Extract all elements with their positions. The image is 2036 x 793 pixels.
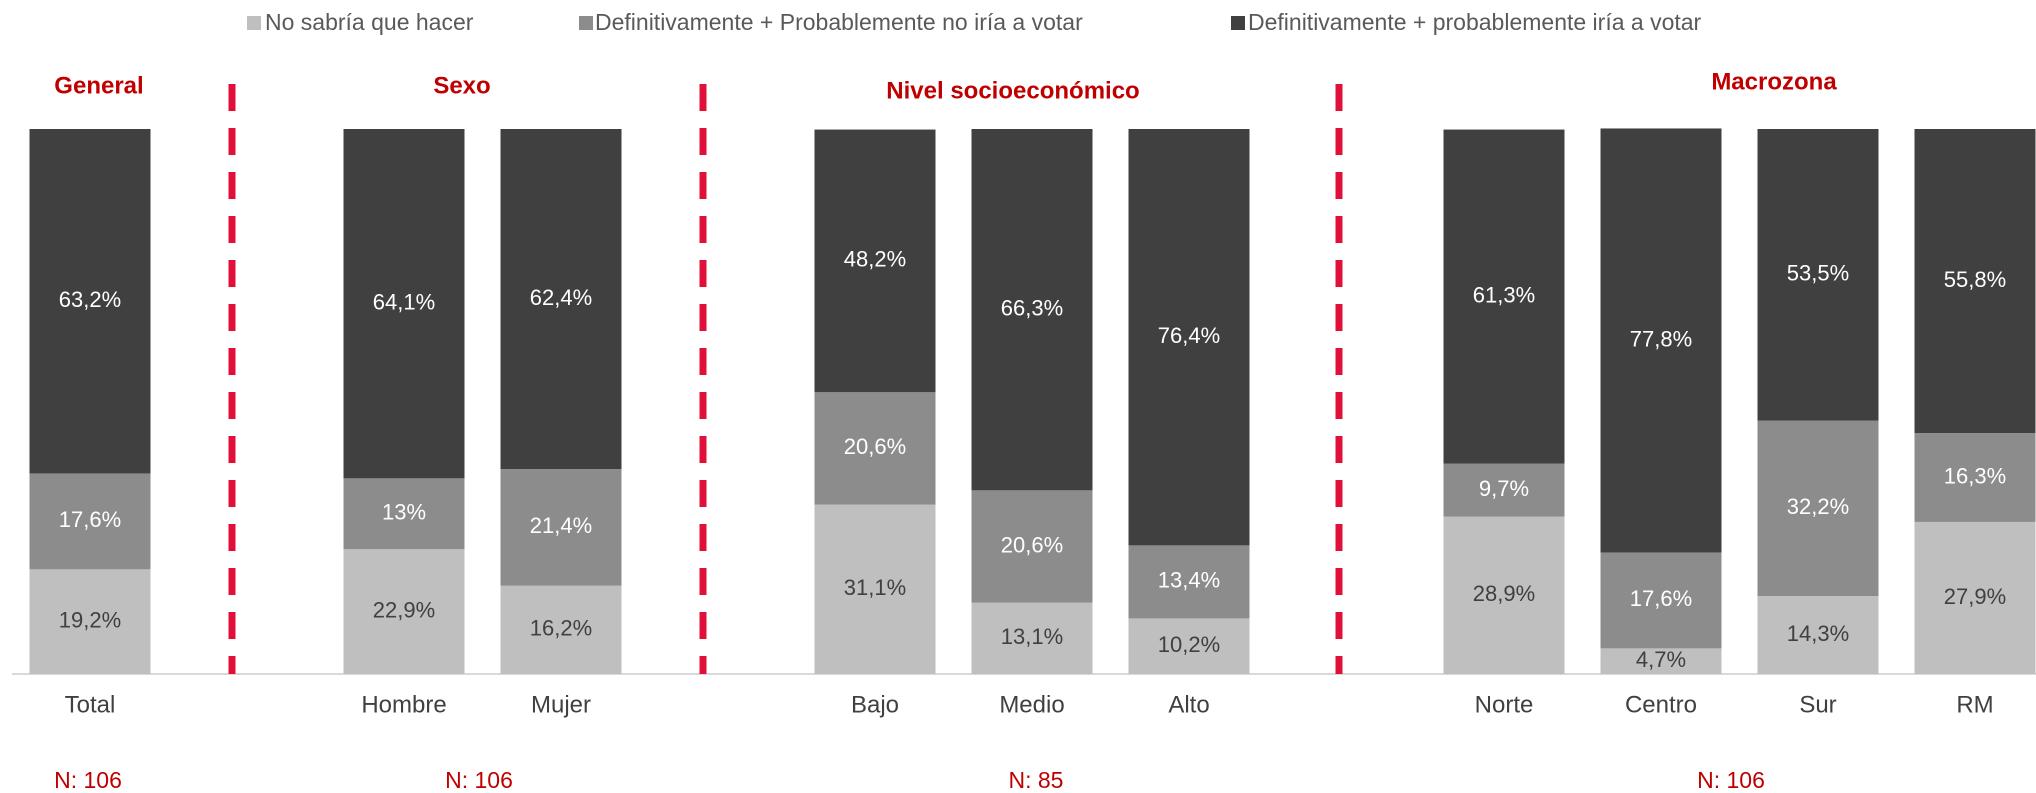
bar-segment bbox=[1128, 545, 1250, 619]
x-tick-label: Norte bbox=[1475, 691, 1534, 718]
data-label: 13,4% bbox=[1158, 568, 1220, 593]
data-label: 13% bbox=[382, 500, 426, 525]
data-label: 16,3% bbox=[1944, 463, 2006, 488]
data-label: 66,3% bbox=[1001, 295, 1063, 320]
data-label: 76,4% bbox=[1158, 323, 1220, 348]
bar-segment bbox=[500, 469, 622, 586]
data-label: 14,3% bbox=[1787, 621, 1849, 646]
bar-segment bbox=[1600, 128, 1722, 553]
bar-segment bbox=[1757, 596, 1879, 674]
legend-swatch bbox=[1231, 16, 1245, 30]
bar-segment bbox=[1914, 129, 2036, 434]
bar-segment bbox=[1443, 516, 1565, 674]
bar-segment bbox=[814, 392, 936, 505]
bar-segment bbox=[1757, 129, 1879, 421]
data-label: 17,6% bbox=[1630, 586, 1692, 611]
group-title: Sexo bbox=[433, 72, 490, 99]
group-n: N: 106 bbox=[1697, 767, 1765, 793]
bar-segment bbox=[500, 129, 622, 470]
x-tick-label: Bajo bbox=[851, 691, 899, 718]
bar-segment bbox=[814, 504, 936, 674]
data-label: 19,2% bbox=[59, 607, 121, 632]
data-label: 10,2% bbox=[1158, 632, 1220, 657]
data-label: 16,2% bbox=[530, 616, 592, 641]
bar-segment bbox=[971, 490, 1093, 603]
x-tick-label: Total bbox=[65, 691, 116, 718]
data-label: 64,1% bbox=[373, 289, 435, 314]
bar-segment bbox=[1914, 521, 2036, 674]
legend-swatch bbox=[579, 16, 593, 30]
bar-segment bbox=[1914, 433, 2036, 522]
data-label: 28,9% bbox=[1473, 581, 1535, 606]
group-n: N: 106 bbox=[54, 767, 122, 793]
bar-segment bbox=[1443, 129, 1565, 464]
bar-segment bbox=[29, 473, 151, 570]
data-label: 63,2% bbox=[59, 287, 121, 312]
data-label: 27,9% bbox=[1944, 584, 2006, 609]
data-label: 13,1% bbox=[1001, 624, 1063, 649]
data-label: 21,4% bbox=[530, 513, 592, 538]
bar-segment bbox=[29, 569, 151, 674]
bar-segment bbox=[1128, 129, 1250, 546]
x-tick-label: RM bbox=[1956, 691, 1993, 718]
bar-segment bbox=[343, 129, 465, 479]
bar-segment bbox=[1443, 463, 1565, 517]
data-label: 32,2% bbox=[1787, 494, 1849, 519]
data-label: 53,5% bbox=[1787, 261, 1849, 286]
legend-swatch bbox=[247, 16, 261, 30]
bar-segment bbox=[971, 602, 1093, 674]
legend-label: Definitivamente + probablemente iría a v… bbox=[1248, 9, 1702, 35]
legend-label: Definitivamente + Probablemente no iría … bbox=[595, 9, 1083, 35]
x-tick-label: Hombre bbox=[361, 691, 446, 718]
bar-segment bbox=[1757, 420, 1879, 597]
data-label: 20,6% bbox=[1001, 532, 1063, 557]
group-n: N: 106 bbox=[445, 767, 513, 793]
group-title: Macrozona bbox=[1711, 68, 1837, 95]
bar-segment bbox=[1600, 552, 1722, 649]
group-n: N: 85 bbox=[1009, 767, 1064, 793]
x-tick-label: Sur bbox=[1799, 691, 1836, 718]
data-label: 9,7% bbox=[1479, 476, 1529, 501]
data-label: 62,4% bbox=[530, 285, 592, 310]
bar-segment bbox=[1600, 648, 1722, 674]
data-label: 17,6% bbox=[59, 507, 121, 532]
x-tick-label: Alto bbox=[1168, 691, 1209, 718]
bar-segment bbox=[343, 549, 465, 674]
x-tick-label: Centro bbox=[1625, 691, 1697, 718]
bar-segment bbox=[814, 129, 936, 393]
data-label: 77,8% bbox=[1630, 326, 1692, 351]
group-title: General bbox=[54, 72, 143, 99]
bar-segment bbox=[971, 129, 1093, 491]
bar-segment bbox=[343, 478, 465, 550]
data-label: 61,3% bbox=[1473, 282, 1535, 307]
data-label: 48,2% bbox=[844, 247, 906, 272]
x-tick-label: Mujer bbox=[531, 691, 591, 718]
data-label: 22,9% bbox=[373, 597, 435, 622]
data-label: 55,8% bbox=[1944, 267, 2006, 292]
data-label: 4,7% bbox=[1636, 647, 1686, 672]
bar-segment bbox=[500, 585, 622, 674]
legend-label: No sabría que hacer bbox=[265, 9, 474, 35]
data-label: 20,6% bbox=[844, 434, 906, 459]
group-title: Nivel socioeconómico bbox=[886, 77, 1139, 104]
data-label: 31,1% bbox=[844, 575, 906, 600]
bar-segment bbox=[29, 129, 151, 474]
x-tick-label: Medio bbox=[999, 691, 1064, 718]
bar-segment bbox=[1128, 618, 1250, 674]
